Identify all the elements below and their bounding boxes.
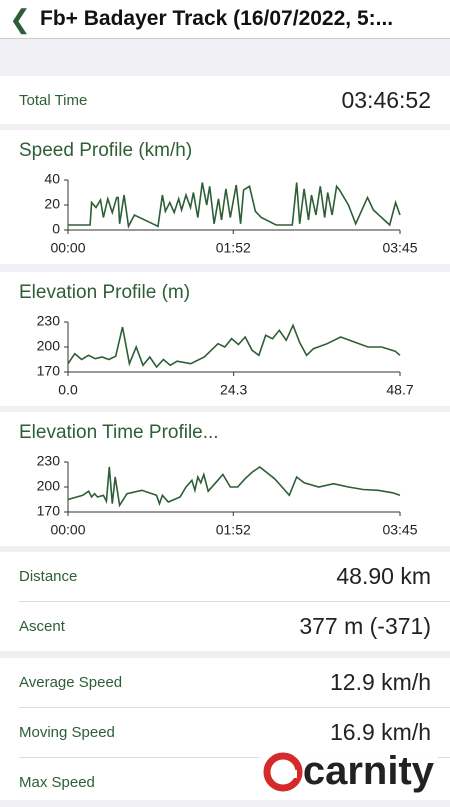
label: Moving Speed [19, 724, 115, 741]
chart: 170 200 230 0.0 24.3 48.7 [37, 313, 414, 398]
chart-title: Elevation Time Profile... [19, 422, 219, 443]
y-tick-label: 230 [37, 313, 61, 329]
line [67, 323, 401, 369]
chart-card: Elevation Profile (m) 170 200 230 0.0 24.3 48.… [0, 272, 450, 406]
label: Ascent [19, 618, 65, 635]
label: Average Speed [19, 674, 123, 691]
x-tick-label: 00:00 [50, 240, 85, 256]
x-tick-label: 03:45 [382, 522, 417, 538]
y-tick-label: 200 [37, 338, 61, 354]
line [67, 466, 401, 508]
value: 377 m (-371) [299, 613, 431, 639]
chart-title: Elevation Profile (m) [19, 282, 191, 303]
x-tick-label: 48.7 [386, 382, 413, 398]
chart: 170 200 230 00:00 01:52 03:45 [37, 453, 418, 538]
y-tick-label: 0 [52, 221, 60, 237]
y-tick-label: 170 [37, 503, 61, 519]
chart-title: Speed Profile (km/h) [19, 140, 193, 161]
row: Total Time 03:46:52 [19, 76, 450, 124]
y-tick-label: 40 [44, 171, 60, 187]
watermark-text: carnity [302, 749, 434, 793]
chart: 0 20 40 00:00 01:52 03:45 [44, 171, 417, 256]
value: 12.9 km/h [330, 669, 431, 695]
label: Total Time [19, 91, 88, 109]
y-tick-label: 170 [37, 363, 61, 379]
x-tick-label: 03:45 [382, 240, 417, 256]
header-title: Fb+ Badayer Track (16/07/2022, 5:... [40, 7, 394, 30]
value: 48.90 km [336, 563, 431, 589]
row: Ascent 377 m (-371) [19, 602, 450, 651]
row: Distance 48.90 km [19, 552, 450, 602]
x-tick-label: 24.3 [220, 382, 247, 398]
row: Moving Speed 16.9 km/h [19, 708, 450, 758]
row: Average Speed 12.9 km/h [19, 658, 450, 708]
stats-section: Distance 48.90 km Ascent 377 m (-371) [0, 552, 450, 651]
label: Max Speed [19, 774, 95, 791]
y-tick-label: 20 [44, 196, 60, 212]
label: Distance [19, 568, 78, 585]
value: 03:46:52 [341, 86, 431, 113]
chart-card: Elevation Time Profile... 170 200 230 00:00 0… [0, 412, 450, 546]
x-tick-label: 01:52 [216, 522, 251, 538]
x-tick-label: 0.0 [58, 382, 78, 398]
logo [263, 752, 303, 791]
y-tick-label: 200 [37, 478, 61, 494]
chart-card: Speed Profile (km/h) 0 20 40 00:00 01:52 03:45 [0, 130, 450, 264]
header: ❮ Fb+ Badayer Track (16/07/2022, 5:... [0, 0, 450, 39]
row: Max Speed [19, 758, 450, 807]
y-tick-label: 230 [37, 453, 61, 469]
line [68, 182, 401, 229]
watermark: carnity [254, 747, 442, 796]
x-tick-label: 00:00 [50, 522, 85, 538]
back-button[interactable]: ❮ [9, 3, 31, 34]
stats-section: Average Speed 12.9 km/h Moving Speed 16.9 k… [0, 658, 450, 800]
x-tick-label: 01:52 [216, 240, 251, 256]
total-time-section: Total Time 03:46:52 [0, 76, 450, 124]
value: 16.9 km/h [330, 719, 431, 745]
